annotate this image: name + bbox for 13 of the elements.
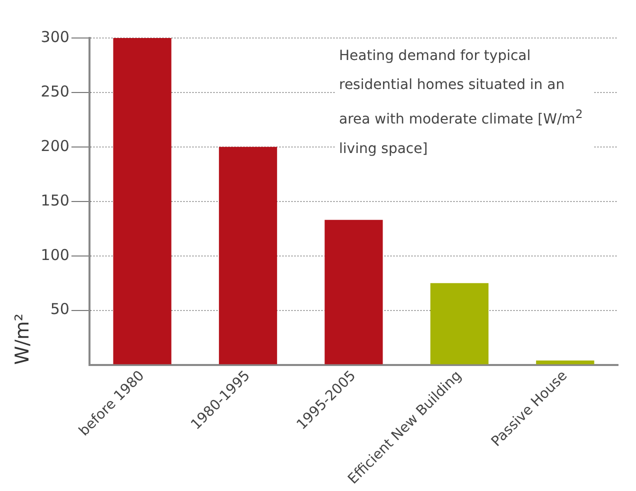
y-tick-label: 300 [40,28,70,46]
bar [430,283,488,364]
bar [218,146,278,364]
bar [113,38,172,364]
y-tick-label: 100 [40,246,70,264]
y-tick-label: 200 [40,136,70,155]
y-tick-label: 50 [50,300,70,318]
y-tick-label: 250 [40,82,70,100]
bar [536,360,594,364]
y-tick-label: 150 [40,191,70,210]
bar [324,220,383,364]
text: Heating demand for typical residential homes situated in an area with moderate climate [W/m$^{2}$ living space] [339,48,583,157]
y-axis-title: W/m² [11,313,34,365]
